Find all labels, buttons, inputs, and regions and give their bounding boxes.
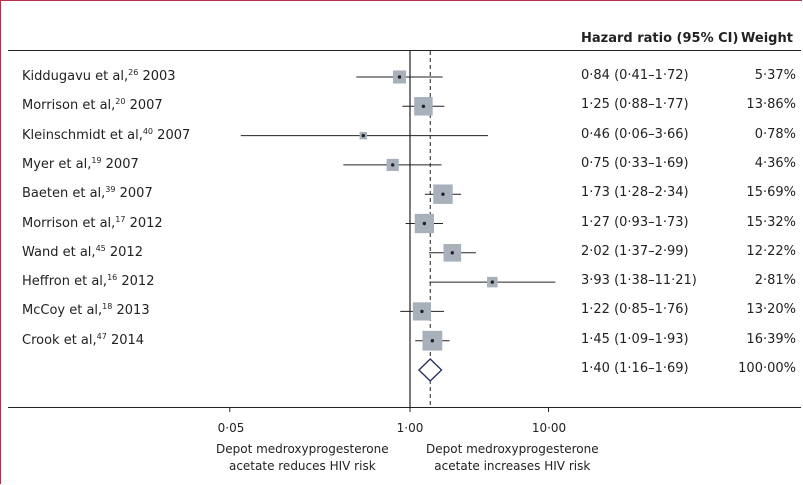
x-label-increases-line: acetate increases HIV risk bbox=[434, 459, 591, 473]
study-reference: 47 bbox=[96, 331, 107, 341]
study-label: Kleinschmidt et al,40 2007 bbox=[22, 127, 190, 143]
x-label-reduces: Depot medroxyprogesterone acetate reduce… bbox=[216, 441, 389, 475]
study-reference: 39 bbox=[105, 185, 116, 195]
point-estimate bbox=[420, 309, 424, 314]
study-author: Wand et al, bbox=[22, 244, 96, 260]
weight-value: 15·69% bbox=[746, 185, 796, 201]
study-year: 2007 bbox=[129, 98, 163, 114]
study-author: McCoy et al, bbox=[22, 303, 103, 319]
hazard-ratio-value: 1·45 (1·09–1·93) bbox=[581, 331, 689, 347]
hazard-ratio-value: 0·84 (0·41–1·72) bbox=[581, 68, 689, 83]
study-year: 2013 bbox=[116, 303, 150, 319]
weight-value: 2·81% bbox=[754, 273, 796, 289]
study-label: Morrison et al,20 2007 bbox=[22, 97, 163, 113]
study-label: Wand et al,45 2012 bbox=[22, 244, 143, 260]
hazard-ratio-value: 1·73 (1·28–2·34) bbox=[581, 185, 689, 201]
point-estimate bbox=[450, 251, 454, 255]
study-reference: 18 bbox=[102, 302, 113, 312]
study-author: Morrison et al, bbox=[22, 215, 116, 231]
x-label-reduces-line: acetate reduces HIV risk bbox=[228, 459, 376, 473]
study-year: 2012 bbox=[129, 215, 163, 231]
study-reference: 45 bbox=[95, 243, 106, 253]
study-reference: 26 bbox=[128, 68, 139, 77]
study-author: Crook et al, bbox=[22, 332, 97, 348]
pooled-weight: 100·00% bbox=[738, 361, 796, 376]
point-estimate bbox=[397, 75, 402, 79]
hazard-ratio-value: 1·22 (0·85–1·76) bbox=[581, 302, 689, 318]
hazard-ratio-value: 3·93 (1·38–11·21) bbox=[581, 273, 697, 289]
study-reference: 20 bbox=[115, 97, 126, 107]
x-label-increases-line: Depot medroxyprogesterone bbox=[426, 442, 599, 456]
x-tick-label: 1·00 bbox=[396, 421, 424, 435]
x-tick-label: 0·05 bbox=[217, 421, 245, 435]
study-reference: 16 bbox=[107, 273, 118, 283]
header-weight: Weight bbox=[741, 31, 793, 46]
pooled-diamond bbox=[417, 358, 443, 382]
point-estimate bbox=[490, 280, 495, 284]
study-label: McCoy et al,18 2013 bbox=[22, 302, 150, 318]
study-author: Kleinschmidt et al, bbox=[22, 127, 143, 143]
study-label: Myer et al,19 2007 bbox=[22, 156, 139, 172]
hazard-ratio-value: 0·75 (0·33–1·69) bbox=[581, 155, 689, 171]
weight-value: 5·37% bbox=[754, 68, 796, 83]
study-year: 2012 bbox=[109, 244, 143, 260]
header-hazard-ratio: Hazard ratio (95% CI) bbox=[581, 31, 739, 46]
study-year: 2012 bbox=[121, 274, 155, 290]
point-estimate bbox=[421, 104, 426, 109]
study-year: 2014 bbox=[110, 332, 145, 348]
weight-value: 15·32% bbox=[746, 214, 796, 230]
study-year: 2007 bbox=[119, 186, 153, 202]
study-label: Crook et al,47 2014 bbox=[22, 332, 144, 348]
hazard-ratio-value: 1·27 (0·93–1·73) bbox=[581, 214, 689, 230]
study-author: Morrison et al, bbox=[22, 98, 116, 114]
hazard-ratio-value: 2·02 (1·37–2·99) bbox=[581, 243, 689, 259]
study-author: Heffron et al, bbox=[22, 274, 108, 290]
point-estimate bbox=[441, 192, 445, 196]
point-estimate bbox=[361, 133, 365, 138]
pooled-hazard-ratio: 1·40 (1·16–1·69) bbox=[581, 361, 689, 376]
study-reference: 19 bbox=[91, 155, 102, 165]
x-label-increases: Depot medroxyprogesterone acetate increa… bbox=[426, 441, 599, 475]
study-label: Heffron et al,16 2012 bbox=[22, 273, 154, 289]
hazard-ratio-value: 0·46 (0·06–3·66) bbox=[581, 126, 689, 142]
hazard-ratio-value: 1·25 (0·88–1·77) bbox=[581, 97, 689, 113]
study-reference: 17 bbox=[115, 214, 126, 224]
weight-value: 12·22% bbox=[746, 243, 796, 259]
study-label: Kiddugavu et al,26 2003 bbox=[22, 68, 176, 84]
weight-value: 16·39% bbox=[746, 331, 796, 347]
study-author: Myer et al, bbox=[22, 156, 92, 172]
study-author: Kiddugavu et al, bbox=[22, 69, 129, 84]
point-estimate bbox=[422, 221, 427, 226]
weight-value: 4·36% bbox=[754, 155, 796, 171]
study-label: Baeten et al,39 2007 bbox=[22, 185, 153, 201]
weight-value: 13·20% bbox=[746, 302, 796, 318]
study-author: Baeten et al, bbox=[22, 186, 106, 202]
study-year: 2007 bbox=[157, 127, 191, 143]
point-estimate bbox=[390, 163, 395, 167]
study-label: Morrison et al,17 2012 bbox=[22, 215, 163, 231]
x-tick-label: 10·00 bbox=[531, 421, 567, 435]
study-year: 2003 bbox=[142, 69, 176, 84]
point-estimate bbox=[430, 339, 435, 343]
study-reference: 40 bbox=[142, 126, 154, 136]
weight-value: 0·78% bbox=[754, 126, 796, 142]
study-year: 2007 bbox=[105, 156, 139, 172]
x-label-reduces-line: Depot medroxyprogesterone bbox=[216, 442, 389, 456]
weight-value: 13·86% bbox=[746, 97, 796, 113]
